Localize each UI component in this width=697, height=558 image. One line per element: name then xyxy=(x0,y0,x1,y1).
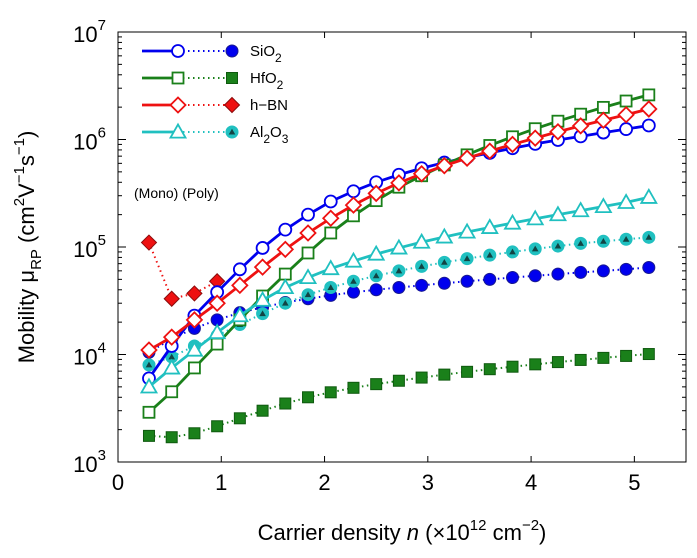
data-point xyxy=(257,405,268,416)
data-point xyxy=(280,269,291,280)
data-point xyxy=(575,354,586,365)
data-point xyxy=(348,382,359,393)
legend-note: (Mono) (Poly) xyxy=(134,185,219,201)
data-point xyxy=(530,359,541,370)
data-point xyxy=(484,364,495,375)
data-point xyxy=(462,366,473,377)
data-point xyxy=(461,275,473,287)
data-point xyxy=(575,266,587,278)
data-point xyxy=(416,279,428,291)
data-point xyxy=(621,96,632,107)
y-tick-label: 104 xyxy=(73,340,106,370)
data-point xyxy=(280,398,291,409)
data-point xyxy=(439,369,450,380)
data-point xyxy=(189,362,200,373)
data-point xyxy=(507,361,518,372)
data-point xyxy=(621,350,632,361)
data-point xyxy=(597,265,609,277)
data-point xyxy=(507,272,519,284)
data-point xyxy=(643,261,655,273)
data-point xyxy=(484,273,496,285)
data-point xyxy=(416,372,427,383)
x-tick-label: 0 xyxy=(112,470,124,495)
data-point xyxy=(257,242,269,254)
x-axis-label: Carrier density n (×1012 cm−2) xyxy=(258,517,547,545)
legend-marker-poly xyxy=(227,73,238,84)
data-point xyxy=(234,413,245,424)
data-point xyxy=(598,352,609,363)
data-point xyxy=(303,392,314,403)
data-point xyxy=(325,227,336,238)
data-point xyxy=(552,357,563,368)
data-point xyxy=(325,387,336,398)
data-point xyxy=(370,284,382,296)
y-tick-label: 107 xyxy=(73,17,106,47)
data-point xyxy=(438,277,450,289)
data-point xyxy=(347,286,359,298)
data-point xyxy=(552,268,564,280)
x-tick-label: 3 xyxy=(422,470,434,495)
y-tick-label: 103 xyxy=(73,447,106,477)
data-point xyxy=(643,119,655,131)
data-point xyxy=(166,386,177,397)
data-point xyxy=(302,209,314,221)
legend-marker-mono xyxy=(172,45,184,57)
data-point xyxy=(371,379,382,390)
data-point xyxy=(143,430,154,441)
data-point xyxy=(620,123,632,135)
y-tick-label: 105 xyxy=(73,232,106,262)
legend-label: h−BN xyxy=(250,97,288,114)
y-tick-label: 106 xyxy=(73,125,106,155)
legend-marker-mono xyxy=(173,73,184,84)
data-point xyxy=(325,196,337,208)
legend-marker-poly xyxy=(226,45,238,57)
data-point xyxy=(212,339,223,350)
data-point xyxy=(166,432,177,443)
data-point xyxy=(643,349,654,360)
data-point xyxy=(279,224,291,236)
data-point xyxy=(189,428,200,439)
data-point xyxy=(347,185,359,197)
data-point xyxy=(598,102,609,113)
x-tick-label: 1 xyxy=(215,470,227,495)
data-point xyxy=(529,270,541,282)
y-axis-label: Mobility μRP (cm2V−1s−1) xyxy=(11,131,45,364)
data-point xyxy=(393,375,404,386)
data-point xyxy=(143,407,154,418)
data-point xyxy=(212,421,223,432)
x-tick-label: 5 xyxy=(628,470,640,495)
x-tick-label: 2 xyxy=(318,470,330,495)
data-point xyxy=(643,89,654,100)
data-point xyxy=(620,263,632,275)
data-point xyxy=(393,282,405,294)
x-tick-label: 4 xyxy=(525,470,537,495)
data-point xyxy=(234,263,246,275)
data-point xyxy=(303,247,314,258)
